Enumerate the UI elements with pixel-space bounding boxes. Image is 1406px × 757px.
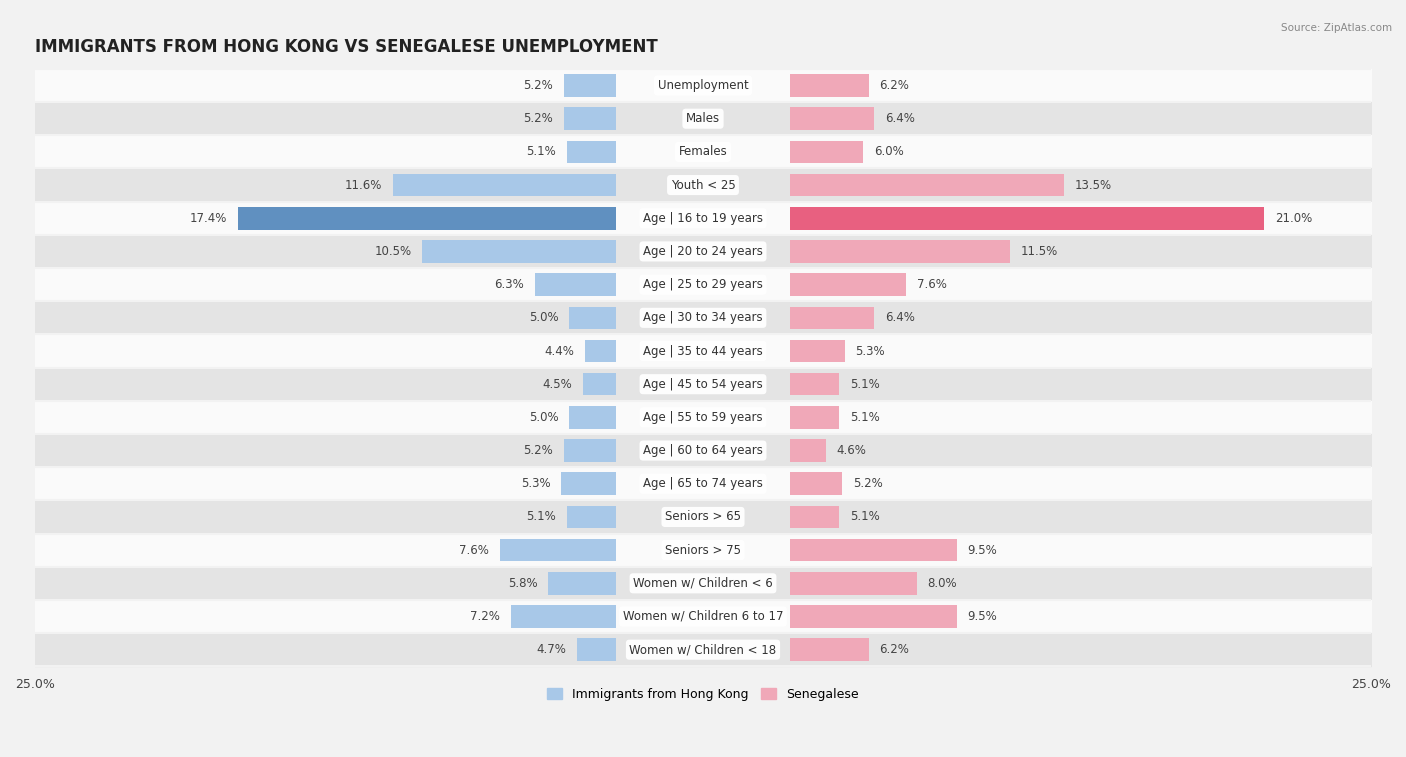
Bar <box>534 273 616 296</box>
Bar <box>790 340 845 363</box>
Text: Youth < 25: Youth < 25 <box>671 179 735 192</box>
Bar <box>501 539 616 562</box>
Text: Age | 55 to 59 years: Age | 55 to 59 years <box>643 411 763 424</box>
Bar <box>510 605 616 628</box>
Text: 5.0%: 5.0% <box>529 311 558 324</box>
Text: 5.8%: 5.8% <box>508 577 537 590</box>
Text: 5.0%: 5.0% <box>529 411 558 424</box>
Bar <box>548 572 616 594</box>
Text: Seniors > 75: Seniors > 75 <box>665 544 741 556</box>
Bar <box>582 373 616 395</box>
Text: 6.3%: 6.3% <box>495 278 524 291</box>
Text: Females: Females <box>679 145 727 158</box>
Bar <box>790 74 869 97</box>
Text: 9.5%: 9.5% <box>967 544 997 556</box>
Bar <box>790 207 1264 229</box>
Text: 5.2%: 5.2% <box>523 79 554 92</box>
Text: 5.3%: 5.3% <box>522 477 551 491</box>
Text: 5.1%: 5.1% <box>851 510 880 523</box>
Text: 7.2%: 7.2% <box>470 610 501 623</box>
Text: 4.5%: 4.5% <box>543 378 572 391</box>
Text: 6.2%: 6.2% <box>879 79 910 92</box>
Text: Age | 30 to 34 years: Age | 30 to 34 years <box>643 311 763 324</box>
Bar <box>238 207 616 229</box>
Text: Women w/ Children < 18: Women w/ Children < 18 <box>630 643 776 656</box>
Bar <box>564 439 616 462</box>
Bar <box>790 373 839 395</box>
Bar <box>790 605 957 628</box>
Bar <box>790 506 839 528</box>
Text: 6.4%: 6.4% <box>884 311 914 324</box>
Text: 5.2%: 5.2% <box>523 444 554 457</box>
Bar <box>422 240 616 263</box>
Bar <box>790 472 842 495</box>
Text: 5.1%: 5.1% <box>526 510 555 523</box>
Text: Women w/ Children 6 to 17: Women w/ Children 6 to 17 <box>623 610 783 623</box>
Text: Age | 60 to 64 years: Age | 60 to 64 years <box>643 444 763 457</box>
Text: Age | 65 to 74 years: Age | 65 to 74 years <box>643 477 763 491</box>
Bar <box>564 74 616 97</box>
Text: 11.5%: 11.5% <box>1021 245 1059 258</box>
Bar <box>790 572 917 594</box>
Text: 4.4%: 4.4% <box>546 344 575 357</box>
Bar <box>790 240 1011 263</box>
Text: 11.6%: 11.6% <box>344 179 382 192</box>
Bar <box>790 141 863 164</box>
Text: 6.2%: 6.2% <box>879 643 910 656</box>
Bar <box>790 406 839 428</box>
Text: 4.7%: 4.7% <box>537 643 567 656</box>
Text: 6.4%: 6.4% <box>884 112 914 125</box>
Text: 7.6%: 7.6% <box>917 278 946 291</box>
Text: 6.0%: 6.0% <box>875 145 904 158</box>
Text: 17.4%: 17.4% <box>190 212 228 225</box>
Bar <box>564 107 616 130</box>
Text: 5.2%: 5.2% <box>852 477 883 491</box>
Text: 4.6%: 4.6% <box>837 444 866 457</box>
Bar <box>569 406 616 428</box>
Text: 5.2%: 5.2% <box>523 112 554 125</box>
Text: 9.5%: 9.5% <box>967 610 997 623</box>
Text: Age | 20 to 24 years: Age | 20 to 24 years <box>643 245 763 258</box>
Bar <box>790 307 875 329</box>
Text: Age | 45 to 54 years: Age | 45 to 54 years <box>643 378 763 391</box>
Text: Males: Males <box>686 112 720 125</box>
Text: Women w/ Children < 6: Women w/ Children < 6 <box>633 577 773 590</box>
Bar <box>790 273 905 296</box>
Text: 21.0%: 21.0% <box>1275 212 1312 225</box>
Bar <box>567 141 616 164</box>
Text: 13.5%: 13.5% <box>1074 179 1112 192</box>
Text: 5.1%: 5.1% <box>526 145 555 158</box>
Text: Seniors > 65: Seniors > 65 <box>665 510 741 523</box>
Bar <box>790 107 875 130</box>
Bar <box>790 539 957 562</box>
Text: 8.0%: 8.0% <box>928 577 957 590</box>
Bar <box>394 174 616 196</box>
Bar <box>790 439 825 462</box>
Text: Age | 16 to 19 years: Age | 16 to 19 years <box>643 212 763 225</box>
Bar <box>567 506 616 528</box>
Bar <box>585 340 616 363</box>
Text: 7.6%: 7.6% <box>460 544 489 556</box>
Text: 5.1%: 5.1% <box>851 411 880 424</box>
Bar <box>569 307 616 329</box>
Bar <box>790 638 869 661</box>
Bar <box>790 174 1064 196</box>
Text: Source: ZipAtlas.com: Source: ZipAtlas.com <box>1281 23 1392 33</box>
Bar <box>561 472 616 495</box>
Text: 5.3%: 5.3% <box>855 344 884 357</box>
Text: Unemployment: Unemployment <box>658 79 748 92</box>
Text: Age | 35 to 44 years: Age | 35 to 44 years <box>643 344 763 357</box>
Text: Age | 25 to 29 years: Age | 25 to 29 years <box>643 278 763 291</box>
Bar <box>578 638 616 661</box>
Text: 10.5%: 10.5% <box>374 245 412 258</box>
Legend: Immigrants from Hong Kong, Senegalese: Immigrants from Hong Kong, Senegalese <box>543 683 863 706</box>
Text: IMMIGRANTS FROM HONG KONG VS SENEGALESE UNEMPLOYMENT: IMMIGRANTS FROM HONG KONG VS SENEGALESE … <box>35 38 658 56</box>
Text: 5.1%: 5.1% <box>851 378 880 391</box>
